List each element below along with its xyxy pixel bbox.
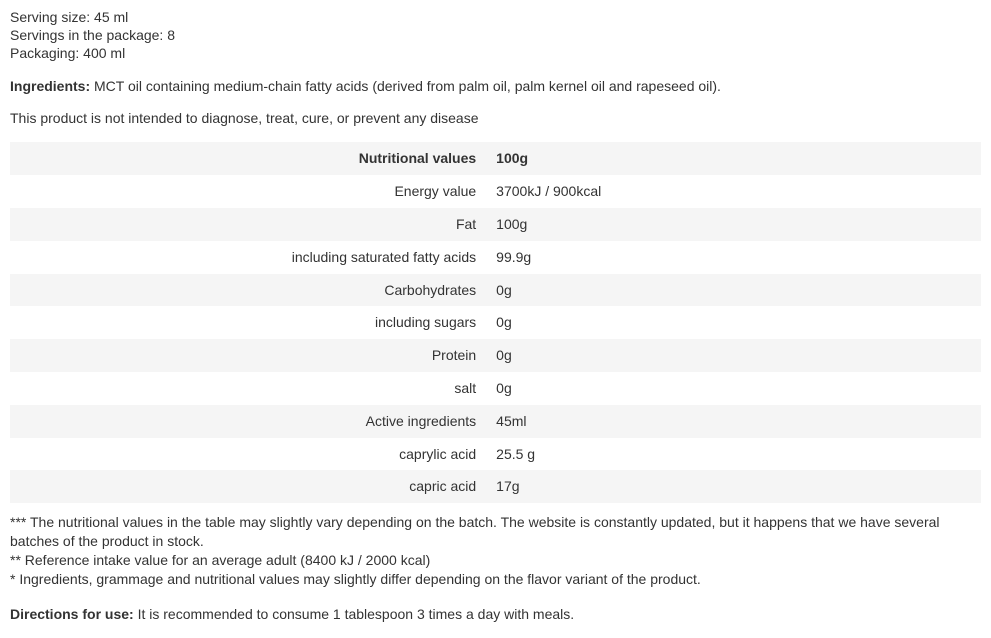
ingredients-line: Ingredients: MCT oil containing medium-c… bbox=[10, 77, 981, 96]
table-row: Energy value 3700kJ / 900kcal bbox=[10, 175, 981, 208]
row-label: Protein bbox=[10, 339, 486, 372]
row-value: 100g bbox=[486, 208, 981, 241]
servings-in-package: Servings in the package: 8 bbox=[10, 26, 981, 44]
directions-label: Directions for use: bbox=[10, 606, 134, 622]
product-disclaimer: This product is not intended to diagnose… bbox=[10, 109, 981, 128]
serving-size: Serving size: 45 ml bbox=[10, 8, 981, 26]
row-value: 0g bbox=[486, 372, 981, 405]
row-label: including sugars bbox=[10, 306, 486, 339]
row-label: Fat bbox=[10, 208, 486, 241]
footnotes: *** The nutritional values in the table … bbox=[10, 513, 981, 589]
row-label: Energy value bbox=[10, 175, 486, 208]
row-value: 25.5 g bbox=[486, 438, 981, 471]
footnote-1star: * Ingredients, grammage and nutritional … bbox=[10, 570, 981, 589]
table-header-row: Nutritional values 100g bbox=[10, 142, 981, 175]
footnote-2star: ** Reference intake value for an average… bbox=[10, 551, 981, 570]
intro-block: Serving size: 45 ml Servings in the pack… bbox=[10, 8, 981, 63]
row-value: 99.9g bbox=[486, 241, 981, 274]
row-label: including saturated fatty acids bbox=[10, 241, 486, 274]
table-row: Fat 100g bbox=[10, 208, 981, 241]
row-label: caprylic acid bbox=[10, 438, 486, 471]
row-label: salt bbox=[10, 372, 486, 405]
table-row: capric acid 17g bbox=[10, 470, 981, 503]
ingredients-label: Ingredients: bbox=[10, 78, 90, 94]
row-label: Active ingredients bbox=[10, 405, 486, 438]
row-value: 0g bbox=[486, 306, 981, 339]
directions-line: Directions for use: It is recommended to… bbox=[10, 605, 981, 624]
ingredients-text: MCT oil containing medium-chain fatty ac… bbox=[90, 78, 721, 94]
table-row: including sugars 0g bbox=[10, 306, 981, 339]
table-header-value: 100g bbox=[486, 142, 981, 175]
row-value: 45ml bbox=[486, 405, 981, 438]
table-row: Protein 0g bbox=[10, 339, 981, 372]
directions-text: It is recommended to consume 1 tablespoo… bbox=[134, 606, 574, 622]
row-label: Carbohydrates bbox=[10, 274, 486, 307]
table-row: Carbohydrates 0g bbox=[10, 274, 981, 307]
table-row: caprylic acid 25.5 g bbox=[10, 438, 981, 471]
footnote-3star: *** The nutritional values in the table … bbox=[10, 513, 981, 551]
row-label: capric acid bbox=[10, 470, 486, 503]
nutrition-table: Nutritional values 100g Energy value 370… bbox=[10, 142, 981, 503]
table-row: Active ingredients 45ml bbox=[10, 405, 981, 438]
table-header-label: Nutritional values bbox=[10, 142, 486, 175]
table-row: salt 0g bbox=[10, 372, 981, 405]
row-value: 3700kJ / 900kcal bbox=[486, 175, 981, 208]
row-value: 0g bbox=[486, 274, 981, 307]
row-value: 17g bbox=[486, 470, 981, 503]
packaging: Packaging: 400 ml bbox=[10, 44, 981, 62]
table-row: including saturated fatty acids 99.9g bbox=[10, 241, 981, 274]
row-value: 0g bbox=[486, 339, 981, 372]
